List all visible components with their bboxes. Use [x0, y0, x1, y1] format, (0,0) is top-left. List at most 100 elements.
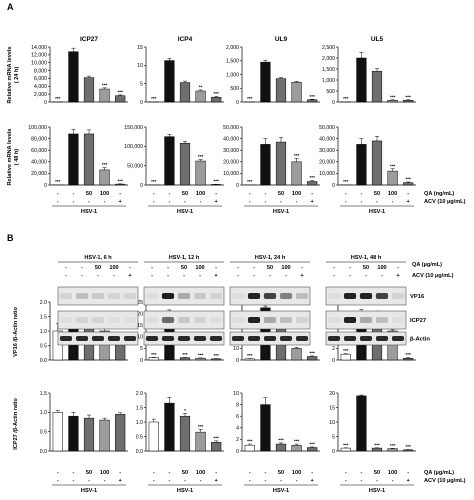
- bar: [291, 348, 302, 361]
- y-tick-label: 0: [140, 100, 143, 106]
- y-tick-label: 10: [233, 391, 239, 397]
- blot-band: [59, 293, 73, 299]
- y-tick-label: 0.5: [40, 343, 47, 349]
- significance-label: ***: [310, 441, 316, 446]
- chart-title: ICP4: [178, 36, 193, 43]
- condition-value: 50: [374, 470, 380, 476]
- bar: [211, 442, 222, 452]
- hsv-label: HSV-1: [81, 488, 97, 494]
- significance-label: ***: [247, 96, 253, 101]
- hsv-label: HSV-1: [177, 488, 193, 494]
- significance-label: ***: [214, 179, 220, 184]
- blot-band: [145, 317, 159, 323]
- blot-band: [209, 293, 223, 299]
- blot-band: [75, 293, 89, 299]
- blot-condition-value: +: [128, 273, 132, 279]
- blot-condition-value: -: [237, 273, 239, 279]
- blot-condition-value: 50: [95, 265, 101, 271]
- charts-layer: 02,0004,0006,0008,00010,00012,00014,000I…: [28, 36, 416, 455]
- y-axis-title-line: Relative mRNA levels: [7, 129, 13, 186]
- blot-condition-value: -: [285, 273, 287, 279]
- significance-label: ***: [278, 437, 284, 442]
- y-tick-label: 20,000: [319, 160, 335, 166]
- blot-band: [193, 317, 207, 323]
- blot-condition-value: -: [237, 265, 239, 271]
- blot-condition-value: -: [333, 265, 335, 271]
- blot-row-label: VP16: [410, 294, 425, 300]
- y-tick-label: 150,000: [124, 125, 143, 131]
- bar: [260, 61, 271, 103]
- y-tick-label: 0: [332, 183, 335, 189]
- blot-band: [161, 336, 175, 341]
- bar: [356, 57, 367, 103]
- condition-value: +: [311, 199, 315, 205]
- blot-band: [177, 317, 191, 323]
- axis-and-condition-labels: Relative mRNA levels( 24 h)Relative mRNA…: [7, 47, 466, 495]
- y-tick-label: 30,000: [319, 148, 335, 154]
- bar: [275, 78, 287, 103]
- blot-condition-value: -: [397, 265, 399, 271]
- blot-band: [123, 317, 137, 323]
- y-tick-label: 5: [140, 81, 143, 87]
- significance-label: ***: [214, 435, 220, 440]
- bar: [52, 184, 63, 186]
- significance-label: ***: [247, 353, 253, 358]
- y-tick-label: 15: [137, 323, 143, 329]
- y-tick-label: 20,000: [31, 171, 47, 177]
- bar: [403, 182, 414, 186]
- y-axis-title: VP16 /β-Actin ratio: [13, 307, 19, 357]
- condition-value: -: [200, 199, 202, 205]
- y-axis-title-line: ICP27 /β-Actin ratio: [13, 398, 19, 450]
- condition-value: -: [168, 191, 170, 197]
- bar: [211, 96, 222, 103]
- condition-value: -: [153, 478, 155, 484]
- blot-band: [231, 317, 245, 323]
- condition-value: +: [215, 478, 219, 484]
- y-tick-label: 6,000: [34, 76, 47, 82]
- blot-condition-value: -: [81, 273, 83, 279]
- blot-condition-value: -: [65, 265, 67, 271]
- condition-value: -: [345, 470, 347, 476]
- significance-label: ***: [55, 179, 61, 184]
- bar: [356, 395, 367, 452]
- bar-chart: 0 20,000 40,000 60,000 80,000 100,000 *** *** **…: [28, 125, 128, 189]
- y-tick-label: 0: [140, 183, 143, 189]
- y-tick-label: 40,000: [319, 136, 335, 142]
- bar: [211, 358, 222, 361]
- significance-label: ***: [102, 162, 108, 167]
- y-axis-title-line: ( 48 h): [14, 149, 20, 166]
- condition-value: -: [311, 470, 313, 476]
- y-tick-label: 4,000: [34, 84, 47, 90]
- qa-legend: QA (ng/mL): [424, 191, 454, 197]
- blot-band: [193, 293, 207, 299]
- blot-band: [177, 293, 191, 299]
- condition-value: -: [407, 191, 409, 197]
- significance-label: ***: [406, 352, 412, 357]
- y-tick-label: 10: [329, 420, 335, 426]
- blot-band: [327, 317, 341, 323]
- blot-condition-value: -: [215, 265, 217, 271]
- condition-value: -: [119, 191, 121, 197]
- chart-title: UL5: [371, 36, 384, 43]
- bar: [52, 101, 63, 103]
- significance-label: ***: [151, 179, 157, 184]
- y-tick-label: 20: [329, 391, 335, 397]
- blot-condition-value: 50: [181, 265, 187, 271]
- y-tick-label: 50,000: [223, 125, 239, 131]
- bar: [83, 77, 95, 103]
- blot-band: [295, 293, 309, 299]
- significance-label: ***: [390, 443, 396, 448]
- condition-value: 100: [196, 470, 205, 476]
- blot-qa-legend: QA (µg/mL): [412, 262, 442, 268]
- condition-value: -: [184, 478, 186, 484]
- bar: [148, 357, 159, 361]
- condition-value: +: [407, 478, 411, 484]
- condition-value: -: [72, 478, 74, 484]
- blot-band: [343, 317, 357, 323]
- significance-label: ***: [198, 424, 204, 429]
- condition-value: -: [153, 191, 155, 197]
- panel-b-label: B: [7, 233, 14, 243]
- bar: [99, 169, 110, 186]
- bar: [291, 161, 302, 186]
- condition-value: -: [57, 199, 59, 205]
